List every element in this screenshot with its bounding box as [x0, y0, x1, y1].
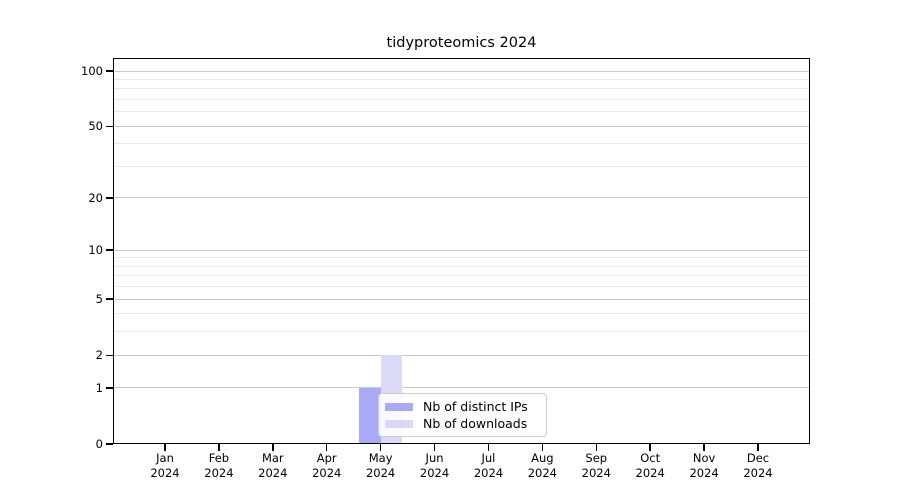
x-tick-label-line: May [368, 451, 393, 465]
x-tick-label: Jan 2024 [135, 451, 195, 481]
x-tick-mark [595, 444, 597, 451]
x-tick-label: Sep 2024 [566, 451, 626, 481]
legend-swatch-distinct-ips [385, 402, 413, 411]
major-gridline [113, 298, 810, 300]
x-tick-label-line: Nov [692, 451, 716, 465]
major-gridline [113, 197, 810, 199]
x-tick-label-line: Jun [425, 451, 444, 465]
legend-label-downloads: Nb of downloads [423, 416, 528, 431]
x-tick-label-line: Dec [746, 451, 770, 465]
x-tick-label-line: 2024 [689, 466, 719, 480]
x-tick-label-line: 2024 [581, 466, 611, 480]
x-tick-label: Aug 2024 [512, 451, 572, 481]
major-gridline [113, 125, 810, 127]
x-tick-label-line: Aug [531, 451, 554, 465]
bar-distinct-ips-may [359, 387, 381, 444]
x-tick-mark [326, 444, 328, 451]
x-tick-mark [272, 444, 274, 451]
x-tick-label-line: 2024 [527, 466, 557, 480]
y-tick-mark [106, 197, 113, 199]
plot-area-spines [113, 58, 810, 444]
x-tick-label: Jun 2024 [405, 451, 465, 481]
minor-gridline [113, 88, 810, 90]
y-tick-label: 50 [88, 119, 103, 134]
x-tick-mark [703, 444, 705, 451]
y-tick-mark [106, 354, 113, 356]
minor-gridline [113, 165, 810, 167]
minor-gridline [113, 111, 810, 113]
x-tick-label: May 2024 [351, 451, 411, 481]
minor-gridline [113, 257, 810, 259]
x-tick-label-line: Apr [316, 451, 337, 465]
y-tick-label: 0 [95, 437, 103, 451]
minor-gridline [113, 286, 810, 288]
x-tick-label: Jul 2024 [458, 451, 518, 481]
x-tick-label-line: 2024 [204, 466, 234, 480]
x-tick-mark [541, 444, 544, 451]
major-gridline [113, 387, 810, 389]
y-tick-mark [106, 249, 113, 251]
minor-gridline [113, 143, 810, 145]
x-tick-label: Mar 2024 [243, 451, 303, 481]
major-gridline [113, 70, 810, 72]
legend-item-distinct-ips: Nb of distinct IPs [385, 398, 538, 415]
legend-swatch-downloads [385, 419, 413, 428]
x-tick-mark [164, 444, 166, 451]
x-tick-mark [218, 444, 220, 451]
x-tick-label: Oct 2024 [620, 451, 680, 481]
y-tick-mark [106, 443, 113, 445]
x-tick-mark [379, 444, 382, 451]
x-tick-label: Feb 2024 [189, 451, 249, 481]
x-tick-mark [757, 444, 759, 451]
x-tick-label-line: 2024 [258, 466, 288, 480]
y-tick-label: 2 [95, 348, 103, 363]
x-tick-label-line: 2024 [150, 466, 180, 480]
x-tick-label-line: Jan [156, 451, 174, 465]
minor-gridline [113, 275, 810, 277]
x-tick-label: Nov 2024 [674, 451, 734, 481]
x-tick-label-line: 2024 [743, 466, 773, 480]
legend-item-downloads: Nb of downloads [385, 415, 538, 432]
x-tick-label-line: Mar [261, 451, 284, 465]
x-tick-label-line: 2024 [635, 466, 665, 480]
x-tick-label: Dec 2024 [728, 451, 788, 481]
x-tick-mark [433, 444, 436, 451]
y-tick-label: 5 [95, 292, 103, 307]
minor-gridline [113, 313, 810, 315]
x-tick-label-line: Feb [208, 451, 230, 465]
y-tick-label: 20 [88, 190, 103, 205]
y-tick-label: 1 [95, 380, 103, 395]
chart-title: tidyproteomics 2024 [386, 35, 537, 51]
x-tick-label-line: 2024 [365, 466, 396, 480]
y-tick-mark [106, 298, 113, 300]
minor-gridline [113, 265, 810, 267]
x-tick-label: Apr 2024 [297, 451, 357, 481]
x-tick-mark [487, 444, 490, 451]
legend-label-distinct-ips: Nb of distinct IPs [423, 399, 528, 414]
y-tick-mark [106, 125, 113, 127]
x-tick-label-line: Jul [481, 451, 496, 465]
y-tick-label: 100 [81, 64, 103, 78]
major-gridline [113, 354, 810, 356]
y-tick-mark [106, 70, 113, 72]
x-tick-label-line: Oct [640, 451, 661, 465]
x-tick-mark [649, 444, 651, 451]
major-gridline [113, 249, 810, 251]
x-tick-label-line: 2024 [312, 466, 342, 480]
x-tick-label-line: Sep [585, 451, 608, 465]
legend: Nb of distinct IPs Nb of downloads [378, 393, 547, 437]
x-tick-label-line: 2024 [473, 466, 504, 480]
minor-gridline [113, 78, 810, 80]
y-tick-label: 10 [88, 243, 103, 258]
minor-gridline [113, 98, 810, 100]
minor-gridline [113, 331, 810, 333]
y-tick-mark [106, 387, 113, 389]
x-tick-label-line: 2024 [419, 466, 450, 480]
